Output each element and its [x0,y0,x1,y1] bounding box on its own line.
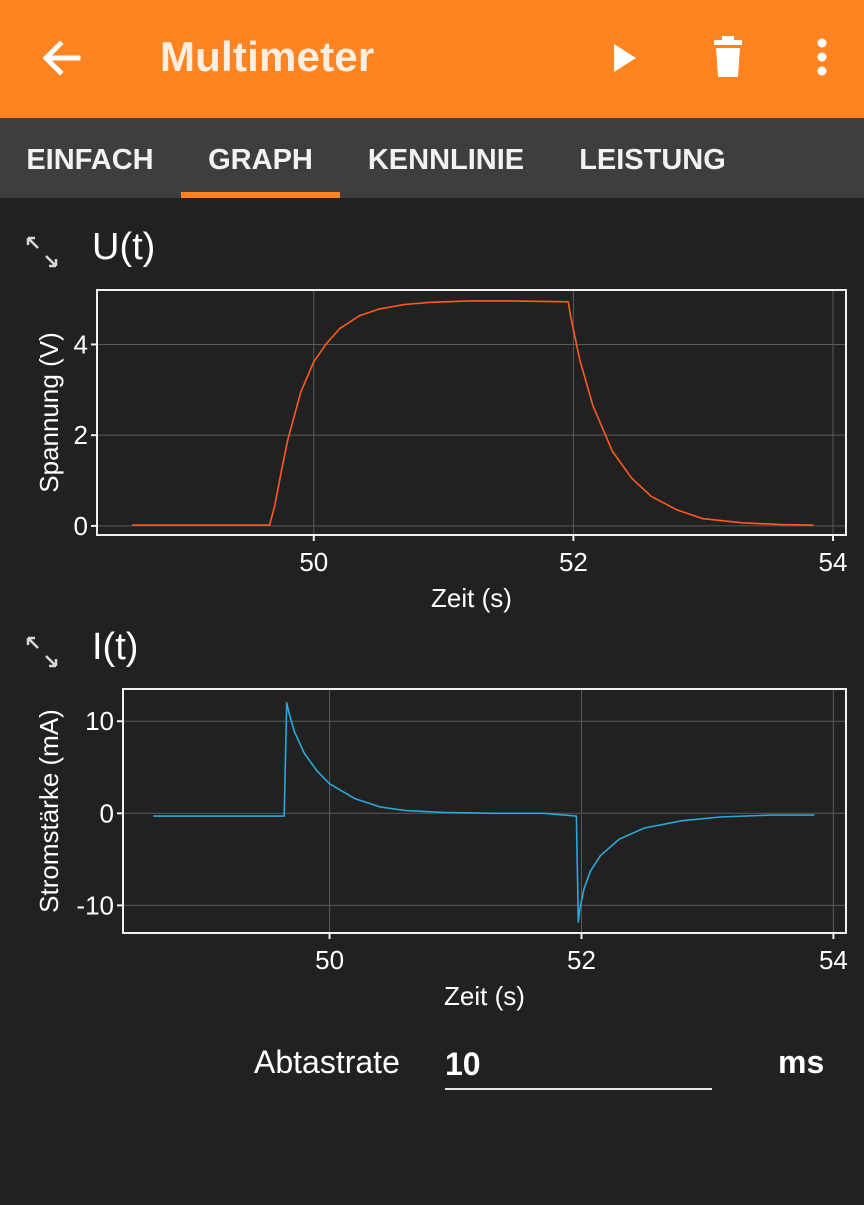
y-tick-label: 0 [100,798,114,828]
y-tick-label: 4 [74,329,88,359]
tab-bar: EINFACH GRAPH KENNLINIE LEISTUNG [0,118,864,198]
active-tab-indicator [181,192,340,198]
x-axis-label: Zeit (s) [444,981,525,1011]
x-tick-label: 50 [315,945,344,975]
tab-leistung[interactable]: LEISTUNG [579,144,726,176]
voltage-chart: 0 2 4 50 52 54 Zeit (s) Spannung (V) [0,285,864,680]
y-axis-label: Stromstärke (mA) [34,709,64,913]
expand-icon[interactable] [22,632,62,672]
y-tick-label: 10 [85,706,114,736]
sample-rate-unit: ms [778,1044,825,1080]
y-tick-label: -10 [76,890,114,920]
sample-rate-label: Abtastrate [254,1044,400,1080]
tab-einfach[interactable]: EINFACH [26,144,154,176]
current-chart-title: I(t) [92,626,139,668]
tab-kennlinie[interactable]: KENNLINIE [367,144,525,176]
x-tick-label: 52 [567,945,596,975]
expand-icon[interactable] [22,232,62,272]
play-icon[interactable] [596,30,652,86]
x-tick-label: 54 [819,945,848,975]
y-axis-label: Spannung (V) [34,332,64,492]
app-bar: Multimeter [0,0,864,118]
trash-icon[interactable] [700,30,756,86]
more-vert-icon[interactable] [796,30,852,86]
series-line-spannung [132,300,814,526]
plot-frame [122,688,847,934]
y-tick-label: 0 [74,511,88,541]
current-section-header: I(t) [0,618,864,678]
x-tick-label: 54 [819,547,848,577]
x-tick-label: 52 [559,547,588,577]
plot-frame [96,289,847,536]
back-arrow-icon[interactable] [34,30,90,86]
series-line-stromstärke [153,701,815,923]
y-tick-label: 2 [74,420,88,450]
current-chart: -10 0 10 50 52 54 Zeit (s) Stromstärke (mA) [0,685,864,1080]
page-title: Multimeter [160,33,375,80]
tab-graph[interactable]: GRAPH [208,144,313,176]
voltage-chart-title: U(t) [92,226,156,268]
voltage-section-header: U(t) [0,218,864,278]
x-tick-label: 50 [299,547,328,577]
sample-rate-input[interactable] [445,1040,712,1090]
x-axis-label: Zeit (s) [431,583,512,613]
